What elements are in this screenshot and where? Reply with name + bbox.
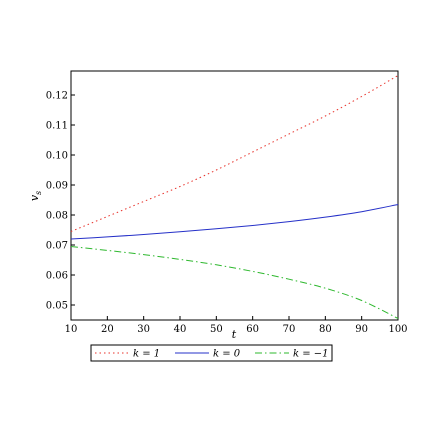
x-tick-label: 80: [319, 324, 332, 335]
y-tick-label: 0.08: [46, 211, 68, 222]
x-tick-label: 90: [355, 324, 368, 335]
y-tick-label: 0.06: [46, 271, 68, 282]
y-tick-label: 0.10: [46, 151, 68, 162]
legend-label-2: k = −1: [293, 349, 329, 360]
x-tick-label: 50: [210, 324, 223, 335]
legend-label-1: k = 0: [213, 349, 241, 360]
series-line-2: [70, 246, 399, 319]
y-tick-label: 0.05: [46, 301, 68, 312]
legend: k = 1 k = 0 k = −1: [90, 344, 333, 362]
y-tick-label: 0.09: [46, 181, 68, 192]
x-tick-label: 20: [101, 324, 114, 335]
x-tick-label: 30: [137, 324, 150, 335]
x-tick-label: 100: [388, 324, 407, 335]
y-axis-label-subscript: s: [34, 191, 43, 195]
series-line-1: [70, 204, 399, 240]
y-tick-label: 0.11: [46, 121, 68, 132]
legend-box: [90, 344, 333, 362]
y-axis-ticks: 0.05 0.06 0.07 0.08 0.09 0.10 0.11 0.12: [46, 91, 75, 312]
series-line-0: [70, 75, 399, 232]
x-tick-label: 10: [65, 324, 78, 335]
x-tick-label: 60: [246, 324, 259, 335]
y-axis-label: vs: [28, 191, 43, 201]
y-axis-label-main: v: [28, 194, 41, 201]
y-tick-label: 0.12: [46, 91, 68, 102]
series-layer: [70, 75, 399, 319]
x-tick-label: 70: [283, 324, 296, 335]
x-axis-label: t: [232, 328, 237, 341]
plot-frame: [70, 70, 399, 321]
legend-label-0: k = 1: [133, 349, 160, 360]
legend-items: k = 1 k = 0 k = −1: [95, 349, 329, 360]
x-axis-ticks: 10 20 30 40 50 60 70 80 90 100: [65, 316, 408, 335]
y-tick-label: 0.07: [46, 241, 68, 252]
x-tick-label: 40: [174, 324, 187, 335]
